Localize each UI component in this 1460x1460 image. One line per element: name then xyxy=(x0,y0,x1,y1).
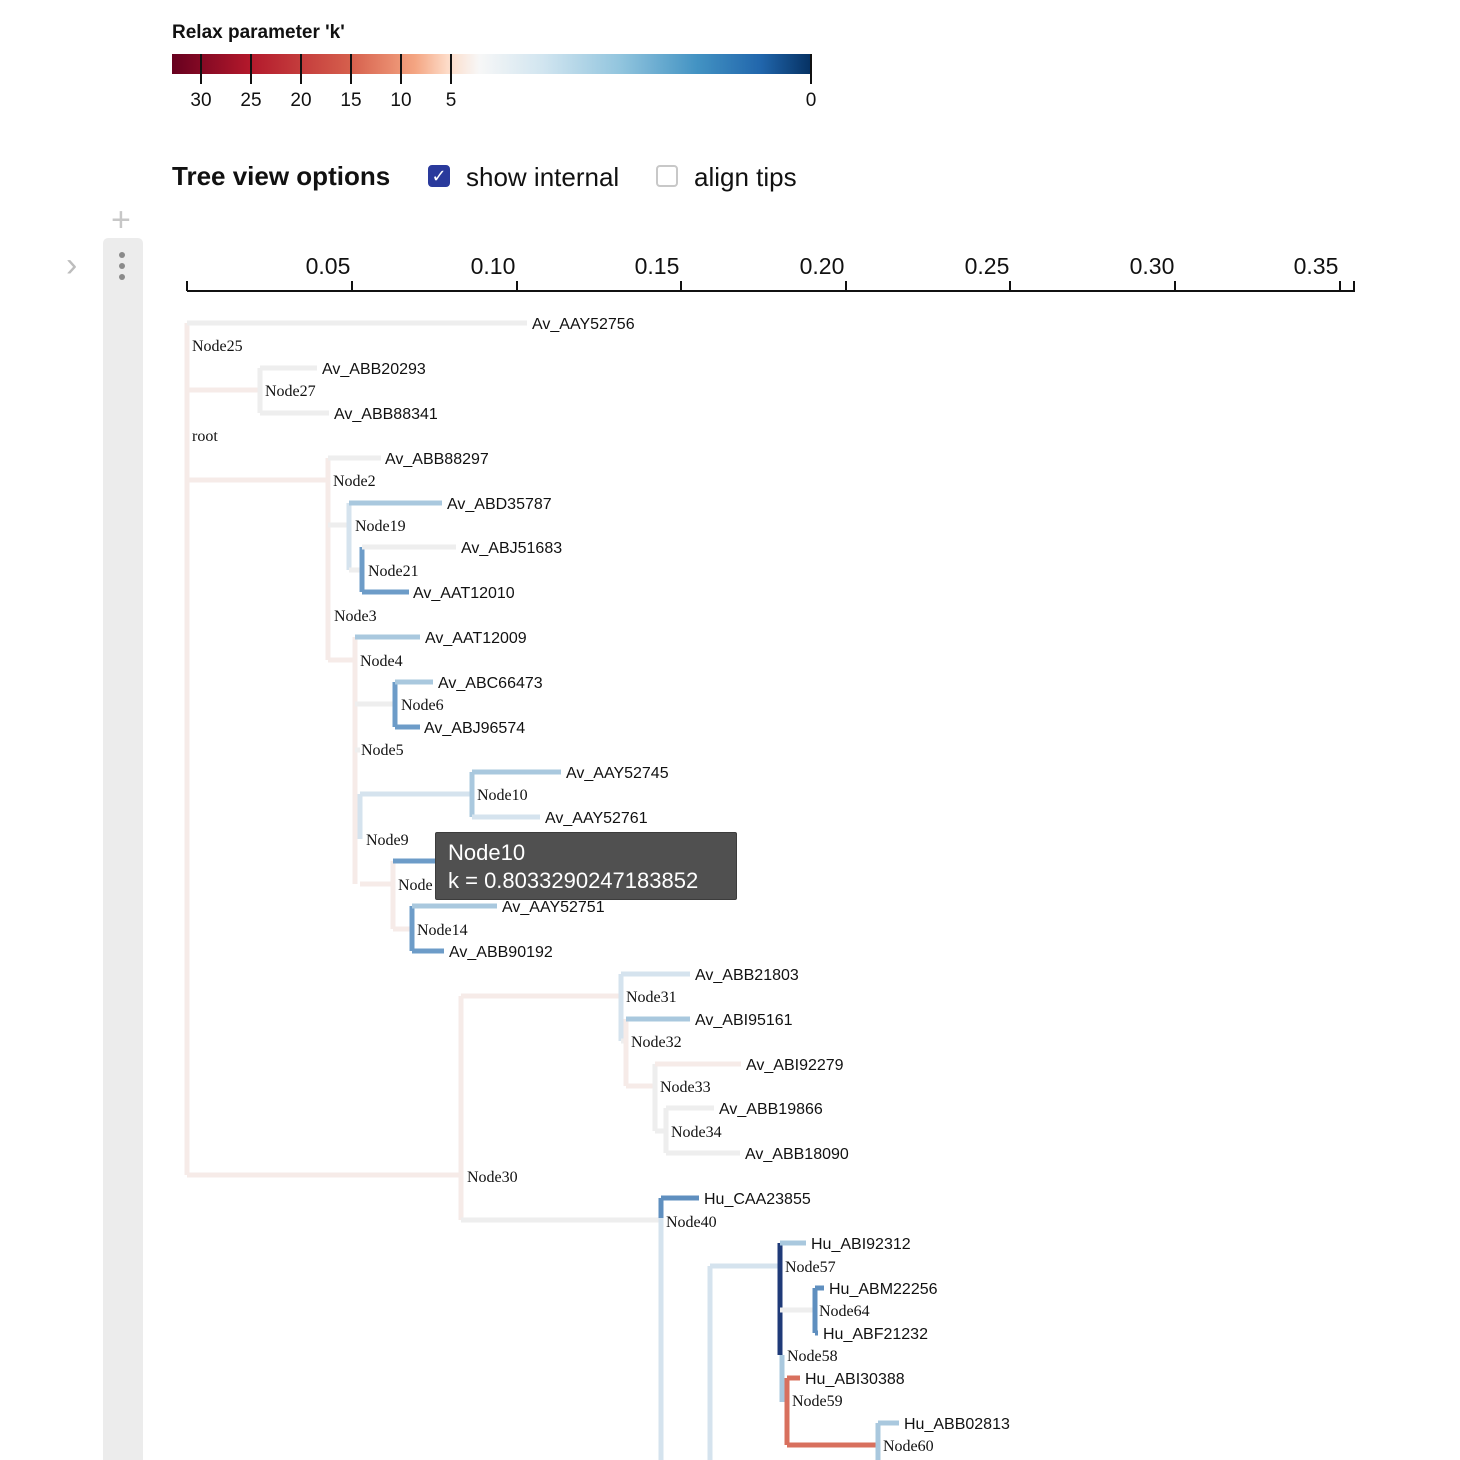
tooltip-title: Node10 xyxy=(448,840,526,865)
leaf-label[interactable]: Av_AAY52761 xyxy=(545,810,648,827)
legend-label: 25 xyxy=(240,90,262,111)
node-label[interactable]: Node33 xyxy=(660,1079,711,1096)
internal-node-labels: Node25 Node27 root Node2 Node19 Node21 N… xyxy=(192,338,934,1455)
legend-tick xyxy=(250,54,252,84)
leaf-label[interactable]: Av_ABB88341 xyxy=(334,406,438,423)
leaf-label[interactable]: Av_AAY52756 xyxy=(532,316,635,333)
leaf-label[interactable]: Av_ABB19866 xyxy=(719,1101,823,1118)
leaf-label[interactable]: Av_ABB18090 xyxy=(745,1146,849,1163)
axis-label: 0.10 xyxy=(471,253,516,279)
align-tips-label[interactable]: align tips xyxy=(694,162,797,192)
axis-label: 0.15 xyxy=(635,253,680,279)
node-label[interactable]: Node19 xyxy=(355,518,406,535)
node-label[interactable]: Node64 xyxy=(819,1303,870,1320)
node-label[interactable]: Node30 xyxy=(467,1169,518,1186)
node-label[interactable]: Node60 xyxy=(883,1438,934,1455)
leaf-label[interactable]: Av_ABB20293 xyxy=(322,361,426,378)
axis-label: 0.35 xyxy=(1294,253,1339,279)
leaf-label[interactable]: Av_AAY52751 xyxy=(502,899,605,916)
leaf-label[interactable]: Hu_ABI30388 xyxy=(805,1371,905,1388)
node-label[interactable]: Node2 xyxy=(333,473,376,490)
leaf-label[interactable]: Hu_CAA23855 xyxy=(704,1191,811,1208)
leaf-label[interactable]: Hu_ABI92312 xyxy=(811,1236,911,1253)
node-label[interactable]: root xyxy=(192,428,218,445)
legend-title: Relax parameter 'k' xyxy=(172,22,345,43)
leaf-labels: Av_AAY52756 Av_ABB20293 Av_ABB88341 Av_A… xyxy=(322,316,1010,1433)
node-label[interactable]: Node10 xyxy=(477,787,528,804)
node-label[interactable]: Node14 xyxy=(417,922,468,939)
legend-color-bar xyxy=(172,54,812,74)
leaf-label[interactable]: Av_AAY52745 xyxy=(566,765,669,782)
node-label[interactable]: Node6 xyxy=(401,697,444,714)
more-options-icon[interactable] xyxy=(119,252,127,285)
leaf-label[interactable]: Av_ABD35787 xyxy=(447,496,552,513)
node-label[interactable]: Node31 xyxy=(626,989,677,1006)
axis-label: 0.25 xyxy=(965,253,1010,279)
axis-label: 0.20 xyxy=(800,253,845,279)
node-label[interactable]: Node58 xyxy=(787,1348,838,1365)
node-label[interactable]: Node59 xyxy=(792,1393,843,1410)
legend-label: 0 xyxy=(805,90,817,111)
legend-tick xyxy=(810,54,812,84)
branches xyxy=(184,320,899,1460)
tree-view-options-title: Tree view options xyxy=(172,161,391,191)
align-tips-checkbox[interactable] xyxy=(656,165,678,187)
leaf-label[interactable]: Hu_ABF21232 xyxy=(823,1326,928,1343)
leaf-label[interactable]: Av_ABJ96574 xyxy=(424,720,525,737)
leaf-label[interactable]: Av_AAT12010 xyxy=(413,585,515,602)
legend-tick xyxy=(450,54,452,84)
node-tooltip: Node10 k = 0.8033290247183852 xyxy=(435,832,737,900)
leaf-label[interactable]: Av_ABI95161 xyxy=(695,1012,793,1029)
node-label[interactable]: Node21 xyxy=(368,563,419,580)
show-internal-label[interactable]: show internal xyxy=(466,162,620,192)
legend-tick xyxy=(350,54,352,84)
leaf-label[interactable]: Hu_ABM22256 xyxy=(829,1281,938,1298)
node-label[interactable]: Node25 xyxy=(192,338,243,355)
leaf-label[interactable]: Av_ABC66473 xyxy=(438,675,543,692)
leaf-label[interactable]: Hu_ABB02813 xyxy=(904,1416,1010,1433)
add-cell-icon[interactable]: + xyxy=(111,201,131,239)
node-label[interactable]: Node40 xyxy=(666,1214,717,1231)
chevron-right-icon[interactable]: › xyxy=(66,246,78,284)
tooltip-value: k = 0.8033290247183852 xyxy=(448,868,699,893)
axis: 0.05 0.10 0.15 0.20 0.25 0.30 0.35 xyxy=(186,253,1355,292)
node-label[interactable]: Node9 xyxy=(366,832,409,849)
node-label[interactable]: Node34 xyxy=(671,1124,722,1141)
legend-label: 10 xyxy=(390,90,412,111)
leaf-label[interactable]: Av_ABI92279 xyxy=(746,1057,844,1074)
node-label[interactable]: Node5 xyxy=(361,742,404,759)
legend-tick xyxy=(400,54,402,84)
leaf-label[interactable]: Av_ABB90192 xyxy=(449,944,553,961)
legend-label: 5 xyxy=(445,90,457,111)
node-label[interactable]: Node32 xyxy=(631,1034,682,1051)
leaf-label[interactable]: Av_AAT12009 xyxy=(425,630,527,647)
legend-tick xyxy=(300,54,302,84)
leaf-label[interactable]: Av_ABB88297 xyxy=(385,451,489,468)
legend-tick xyxy=(200,54,202,84)
legend-label: 30 xyxy=(190,90,212,111)
axis-label: 0.30 xyxy=(1130,253,1175,279)
leaf-label[interactable]: Av_ABB21803 xyxy=(695,967,799,984)
legend-label: 20 xyxy=(290,90,312,111)
node-label[interactable]: Node3 xyxy=(334,608,377,625)
show-internal-checkbox[interactable]: ✓ xyxy=(428,165,450,187)
leaf-label[interactable]: Av_ABJ51683 xyxy=(461,540,562,557)
legend-label: 15 xyxy=(340,90,362,111)
node-label[interactable]: Node57 xyxy=(785,1259,836,1276)
node-label[interactable]: Node4 xyxy=(360,653,403,670)
cell-gutter[interactable] xyxy=(103,238,143,1460)
axis-label: 0.05 xyxy=(306,253,351,279)
node-label[interactable]: Node xyxy=(398,877,433,894)
node-label[interactable]: Node27 xyxy=(265,383,316,400)
